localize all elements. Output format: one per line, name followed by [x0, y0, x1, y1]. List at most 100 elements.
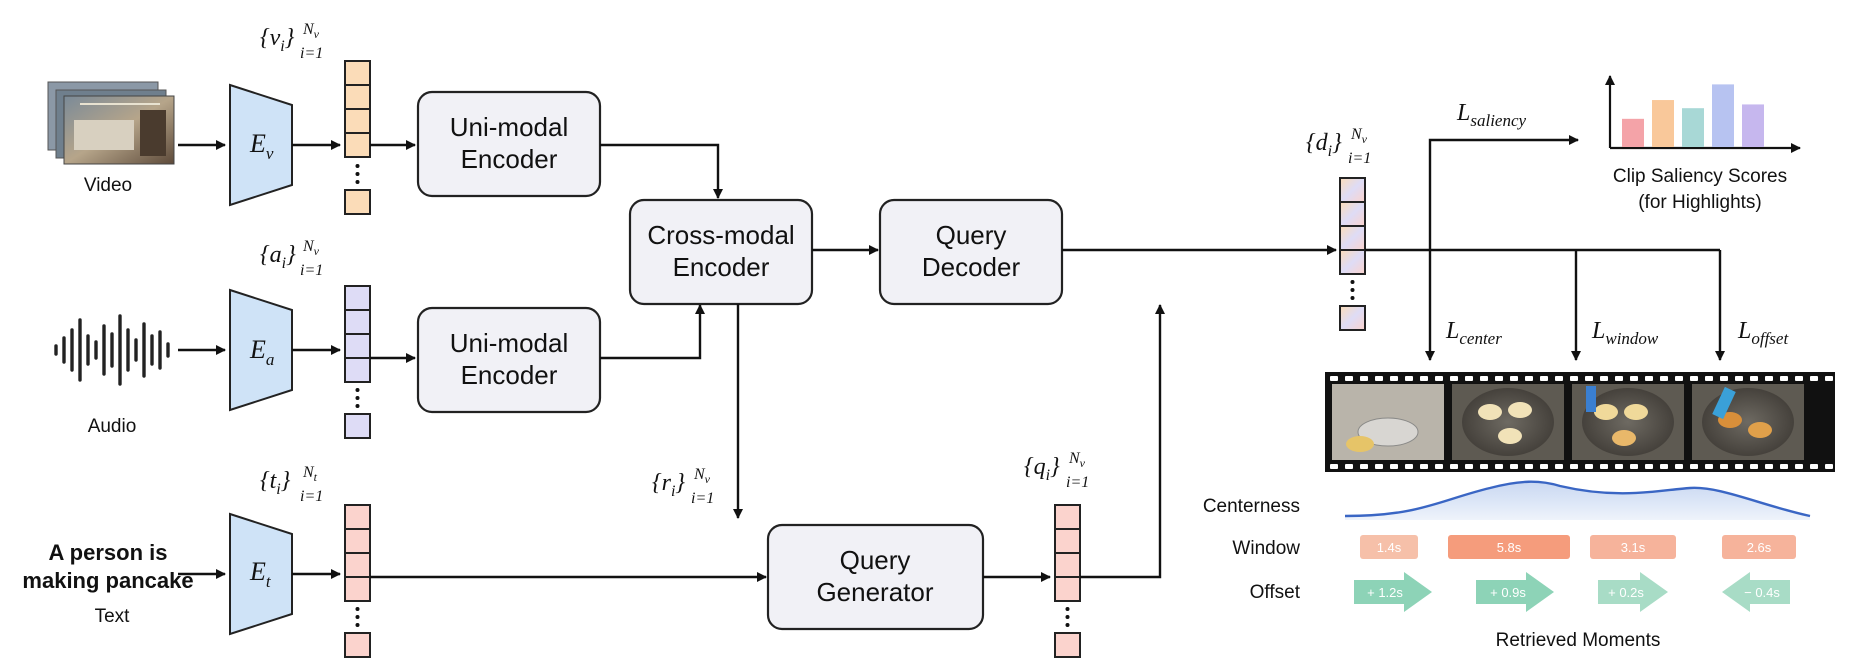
film-hole: [1450, 464, 1458, 469]
film-hole: [1705, 464, 1713, 469]
film-hole: [1390, 376, 1398, 381]
saliency-bar-4: [1712, 84, 1734, 147]
svg-text:Uni-modal: Uni-modal: [450, 328, 569, 358]
saliency-bar-5: [1742, 104, 1764, 147]
svg-text:Nv: Nv: [1068, 450, 1086, 470]
unimodal-encoder-video: Uni-modal Encoder: [418, 92, 600, 196]
film-hole: [1330, 464, 1338, 469]
film-hole: [1810, 376, 1818, 381]
svg-text:Query: Query: [840, 545, 911, 575]
film-hole: [1645, 376, 1653, 381]
q-token-label: {qi} Nv i=1: [1024, 450, 1089, 491]
window-pill-3: 3.1s: [1621, 540, 1646, 555]
svg-text:{ti}: {ti}: [260, 468, 291, 498]
window-pill-2: 5.8s: [1497, 540, 1522, 555]
window-pill-1: 1.4s: [1377, 540, 1402, 555]
film-hole: [1360, 464, 1368, 469]
loss-saliency: Lsaliency: [1456, 100, 1527, 130]
svg-text:Lsaliency: Lsaliency: [1456, 100, 1527, 130]
frame-3: [1572, 384, 1684, 460]
centerness-label: Centerness: [1203, 496, 1300, 517]
retrieved-moments-caption: Retrieved Moments: [1496, 630, 1661, 651]
text-query-sentence: A person is making pancake: [22, 540, 193, 593]
window-label: Window: [1232, 538, 1300, 559]
text-encoder: Et: [230, 514, 292, 634]
text-token-label: {ti} Nt i=1: [260, 464, 323, 505]
query-generator: Query Generator: [768, 525, 983, 629]
film-hole: [1735, 464, 1743, 469]
cross-modal-encoder: Cross-modal Encoder: [630, 200, 812, 304]
video-thumbnail: [48, 82, 174, 164]
film-hole: [1645, 464, 1653, 469]
offset-arrow-1: + 1.2s: [1367, 585, 1403, 600]
loss-offset: Loffset: [1737, 318, 1789, 348]
film-hole: [1765, 464, 1773, 469]
film-hole: [1510, 464, 1518, 469]
svg-text:{vi}: {vi}: [260, 25, 295, 55]
film-hole: [1735, 376, 1743, 381]
film-hole: [1675, 464, 1683, 469]
audio-token-stack: [345, 286, 370, 438]
text-label: Text: [95, 606, 131, 627]
svg-text:i=1: i=1: [300, 262, 323, 279]
svg-text:Encoder: Encoder: [461, 360, 558, 390]
film-hole: [1765, 376, 1773, 381]
film-hole: [1630, 376, 1638, 381]
film-hole: [1690, 376, 1698, 381]
audio-label: Audio: [88, 416, 137, 437]
svg-text:Nv: Nv: [302, 21, 320, 41]
film-hole: [1615, 464, 1623, 469]
video-encoder: Ev: [230, 85, 292, 205]
film-hole: [1660, 464, 1668, 469]
svg-text:Nv: Nv: [693, 466, 711, 486]
film-hole: [1465, 376, 1473, 381]
d-token-stack: [1340, 178, 1365, 330]
svg-text:i=1: i=1: [1348, 150, 1371, 167]
film-hole: [1825, 376, 1833, 381]
retrieved-video-filmstrip: [1325, 372, 1835, 472]
saliency-bar-1: [1622, 119, 1644, 147]
svg-text:{qi}: {qi}: [1024, 454, 1060, 484]
film-hole: [1720, 464, 1728, 469]
film-hole: [1795, 464, 1803, 469]
svg-text:Lcenter: Lcenter: [1445, 318, 1502, 348]
film-hole: [1450, 376, 1458, 381]
window-pill-4: 2.6s: [1747, 540, 1772, 555]
film-hole: [1495, 376, 1503, 381]
svg-text:Encoder: Encoder: [461, 144, 558, 174]
film-hole: [1345, 376, 1353, 381]
loss-window: Lwindow: [1591, 318, 1659, 348]
film-hole: [1750, 464, 1758, 469]
film-hole: [1495, 464, 1503, 469]
svg-text:Nv: Nv: [302, 238, 320, 258]
saliency-bar-chart: [1610, 76, 1800, 148]
film-hole: [1510, 376, 1518, 381]
audio-waveform-icon: [56, 316, 168, 384]
film-hole: [1420, 376, 1428, 381]
film-hole: [1375, 376, 1383, 381]
svg-text:i=1: i=1: [1066, 474, 1089, 491]
film-hole: [1330, 376, 1338, 381]
film-hole: [1555, 464, 1563, 469]
text-token-stack: [345, 505, 370, 657]
frame-4: [1692, 384, 1804, 460]
svg-text:Lwindow: Lwindow: [1591, 318, 1659, 348]
video-label: Video: [84, 175, 132, 196]
film-hole: [1480, 376, 1488, 381]
saliency-bar-3: [1682, 108, 1704, 147]
film-hole: [1525, 376, 1533, 381]
svg-text:{ri}: {ri}: [652, 470, 685, 500]
film-hole: [1570, 464, 1578, 469]
offset-label: Offset: [1250, 582, 1301, 603]
frame-2: [1452, 384, 1564, 460]
film-hole: [1705, 376, 1713, 381]
film-hole: [1480, 464, 1488, 469]
svg-text:A person is: A person is: [49, 540, 168, 565]
film-hole: [1720, 376, 1728, 381]
film-hole: [1690, 464, 1698, 469]
q-token-stack: [1055, 505, 1080, 657]
film-hole: [1600, 376, 1608, 381]
saliency-bar-2: [1652, 100, 1674, 147]
film-hole: [1540, 376, 1548, 381]
